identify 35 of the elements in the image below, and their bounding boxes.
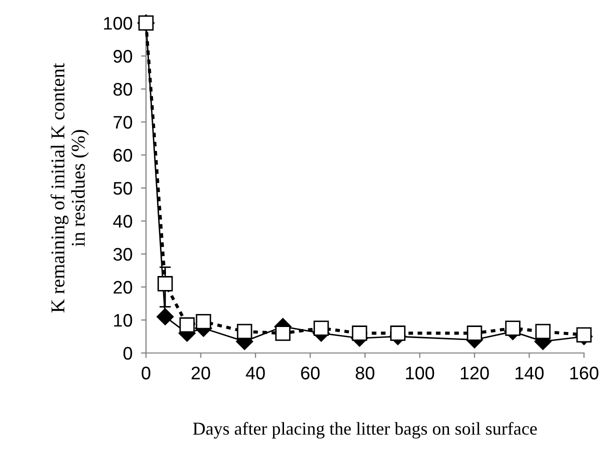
y-tick-label: 70 <box>114 116 132 129</box>
y-tick-label: 40 <box>113 214 132 228</box>
x-tick-label: 80 <box>356 366 374 380</box>
x-tick-label: 100 <box>406 366 434 380</box>
point <box>352 326 368 341</box>
x-tick-label: 40 <box>246 366 265 380</box>
x-tick-label: 160 <box>570 366 598 380</box>
point <box>179 317 195 333</box>
y-axis-title: K remaining of initial K content in residues (%) <box>50 63 89 312</box>
y-tick-label: 30 <box>113 248 132 261</box>
x-tick-label: 120 <box>460 366 489 380</box>
x-tick-label: 20 <box>192 366 210 380</box>
x-tick-label: 0 <box>142 366 150 380</box>
point <box>576 327 592 342</box>
x-tick-label: 60 <box>301 366 320 380</box>
y-tick-label: 60 <box>114 148 132 162</box>
point <box>535 324 551 340</box>
point <box>275 326 291 341</box>
point <box>466 326 482 341</box>
point <box>390 326 406 341</box>
y-tick-label: 80 <box>114 82 132 96</box>
x-tick-label: 140 <box>516 366 544 380</box>
point <box>314 320 329 336</box>
y-tick-label: 50 <box>113 182 132 195</box>
point <box>196 314 212 330</box>
point <box>158 276 173 292</box>
y-tick-label: 10 <box>114 314 132 327</box>
y-tick-label: 0 <box>123 346 132 360</box>
point <box>236 324 252 340</box>
y-tick-label: 90 <box>114 50 132 63</box>
x-axis-title: Days after placing the litter bags on soil surface <box>193 422 537 439</box>
y-tick-label: 20 <box>114 280 132 294</box>
y-tick-label: 100 <box>104 16 132 30</box>
point <box>505 320 520 336</box>
point <box>156 308 174 326</box>
